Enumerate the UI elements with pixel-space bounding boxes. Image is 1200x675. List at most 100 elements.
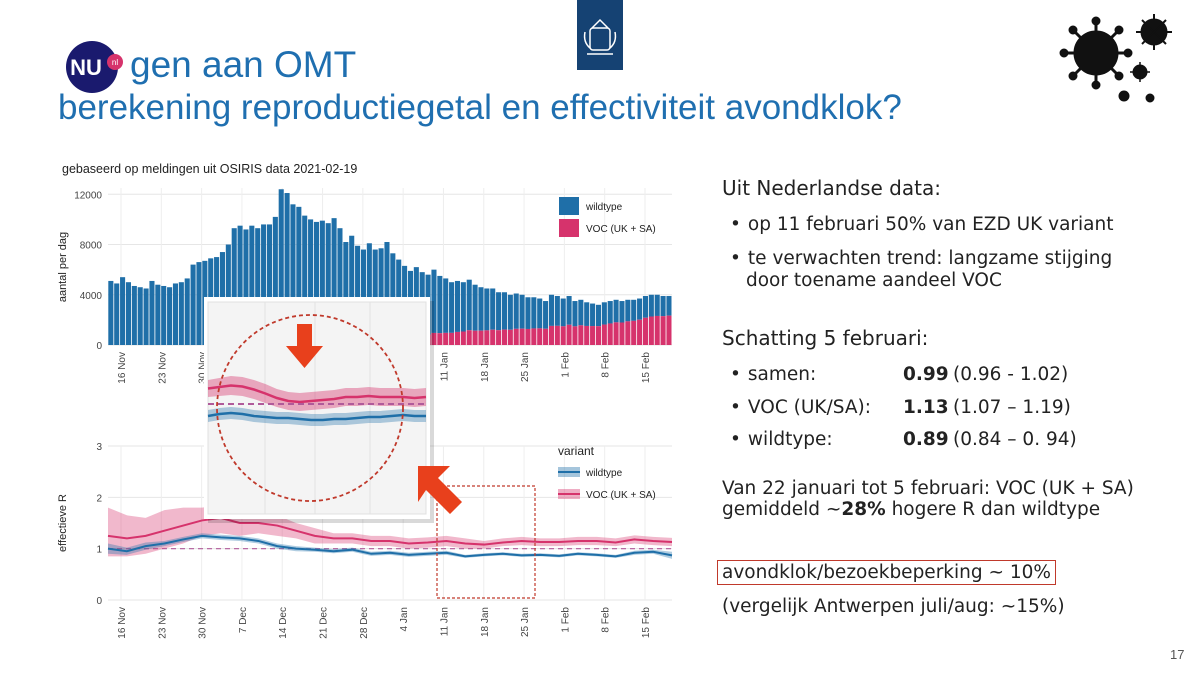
bar-voc bbox=[607, 323, 613, 345]
r-x-tick-label: 23 Nov bbox=[157, 607, 168, 639]
bar-wildtype bbox=[261, 224, 267, 345]
bar-wildtype bbox=[666, 296, 672, 316]
bar-x-tick-label: 15 Feb bbox=[641, 352, 652, 384]
bar-voc bbox=[531, 328, 537, 345]
bar-voc bbox=[449, 332, 455, 345]
bar-wildtype bbox=[654, 294, 660, 316]
bar-wildtype bbox=[319, 220, 325, 345]
bar-voc bbox=[619, 322, 625, 345]
bar-wildtype bbox=[155, 284, 161, 345]
bar-y-tick-label: 12000 bbox=[74, 190, 102, 201]
bar-wildtype bbox=[131, 285, 137, 345]
bar-x-tick-label: 18 Jan bbox=[480, 352, 491, 382]
bar-x-tick-label: 11 Jan bbox=[439, 352, 450, 381]
bar-wildtype bbox=[525, 297, 531, 329]
bar-voc bbox=[654, 315, 660, 345]
bar-voc bbox=[666, 315, 672, 345]
bar-wildtype bbox=[648, 294, 654, 317]
bar-voc bbox=[631, 320, 637, 345]
bar-wildtype bbox=[325, 223, 331, 345]
estimate-row-value: 0.89 bbox=[903, 429, 949, 450]
r-x-tick-label: 14 Dec bbox=[278, 607, 289, 639]
legend-label-voc: VOC (UK + SA) bbox=[586, 224, 656, 235]
bar-wildtype bbox=[190, 264, 196, 345]
bar-wildtype bbox=[278, 189, 284, 345]
bar-voc bbox=[548, 325, 554, 345]
bullet-uk-variant: op 11 februari 50% van EZD UK variant bbox=[730, 214, 1114, 235]
bar-wildtype bbox=[460, 282, 466, 332]
bar-wildtype bbox=[125, 282, 131, 345]
slide-title-line1: gen aan OMT bbox=[130, 44, 357, 85]
bar-voc bbox=[613, 322, 619, 345]
r-x-tick-label: 1 Feb bbox=[560, 607, 571, 633]
bar-wildtype bbox=[601, 302, 607, 325]
bar-wildtype bbox=[548, 294, 554, 326]
bar-voc bbox=[431, 332, 437, 345]
bar-y-tick-label: 0 bbox=[96, 341, 102, 352]
r-y-tick-label: 3 bbox=[96, 442, 102, 453]
bar-wildtype bbox=[595, 304, 601, 327]
bar-wildtype bbox=[590, 303, 596, 327]
government-crest-icon bbox=[577, 0, 623, 70]
bar-wildtype bbox=[149, 280, 155, 345]
bar-wildtype bbox=[120, 277, 126, 345]
bar-wildtype bbox=[137, 287, 143, 345]
bar-wildtype bbox=[501, 292, 507, 330]
estimate-heading: Schatting 5 februari: bbox=[722, 326, 929, 350]
bar-wildtype bbox=[437, 275, 443, 334]
inset-wildtype-line bbox=[207, 411, 426, 422]
r-x-tick-label: 25 Jan bbox=[520, 607, 531, 637]
estimate-row-ci: (0.96 - 1.02) bbox=[953, 364, 1069, 385]
bar-wildtype bbox=[143, 288, 149, 345]
inset-wildtype-band bbox=[208, 407, 426, 426]
bar-wildtype bbox=[308, 219, 314, 345]
summary-post: hogere R dan wildtype bbox=[885, 499, 1101, 520]
bar-voc bbox=[554, 325, 560, 345]
virus-illustration-icon bbox=[1059, 14, 1172, 103]
r-legend-title: variant bbox=[558, 444, 595, 458]
antwerp-comparison: (vergelijk Antwerpen juli/aug: ~15%) bbox=[722, 596, 1065, 617]
r-legend-label-wildtype: wildtype bbox=[585, 468, 623, 479]
bar-wildtype bbox=[607, 301, 613, 324]
bar-wildtype bbox=[619, 301, 625, 323]
nu-logo-text: NU bbox=[70, 55, 102, 80]
bar-voc bbox=[595, 326, 601, 345]
bar-wildtype bbox=[255, 228, 261, 345]
bar-voc bbox=[584, 325, 590, 345]
r-x-tick-label: 8 Feb bbox=[601, 607, 612, 633]
estimate-row-label: wildtype: bbox=[730, 429, 833, 450]
bar-voc bbox=[625, 321, 631, 345]
r-x-tick-label: 15 Feb bbox=[641, 607, 652, 639]
bar-voc bbox=[490, 329, 496, 345]
bar-wildtype bbox=[496, 292, 502, 331]
bar-wildtype bbox=[660, 296, 666, 317]
bar-wildtype bbox=[313, 221, 319, 345]
bar-y-tick-label: 4000 bbox=[80, 291, 103, 302]
bar-wildtype bbox=[237, 225, 243, 345]
bar-voc bbox=[513, 328, 519, 345]
bar-wildtype bbox=[243, 229, 249, 345]
bar-wildtype bbox=[613, 299, 619, 323]
bar-voc bbox=[519, 328, 525, 345]
bar-wildtype bbox=[531, 297, 537, 329]
inset-voc-band bbox=[208, 376, 426, 411]
bar-wildtype bbox=[560, 298, 566, 327]
bar-voc bbox=[660, 316, 666, 345]
bar-wildtype bbox=[637, 298, 643, 320]
bar-voc bbox=[472, 330, 478, 345]
bar-wildtype bbox=[337, 228, 343, 345]
bar-wildtype bbox=[196, 262, 202, 345]
r-x-tick-label: 7 Dec bbox=[238, 607, 249, 633]
bar-y-axis-label: aantal per dag bbox=[57, 232, 69, 302]
bar-wildtype bbox=[631, 299, 637, 321]
bar-wildtype bbox=[507, 294, 513, 330]
summary-percentage: 28% bbox=[841, 499, 886, 520]
r-y-tick-label: 0 bbox=[96, 596, 102, 607]
bar-wildtype bbox=[578, 299, 584, 326]
summary-pre: gemiddeld ~ bbox=[722, 499, 842, 520]
data-heading: Uit Nederlandse data: bbox=[722, 176, 941, 200]
r-x-tick-label: 21 Dec bbox=[319, 607, 330, 639]
bar-wildtype bbox=[172, 283, 178, 345]
bar-wildtype bbox=[472, 284, 478, 331]
